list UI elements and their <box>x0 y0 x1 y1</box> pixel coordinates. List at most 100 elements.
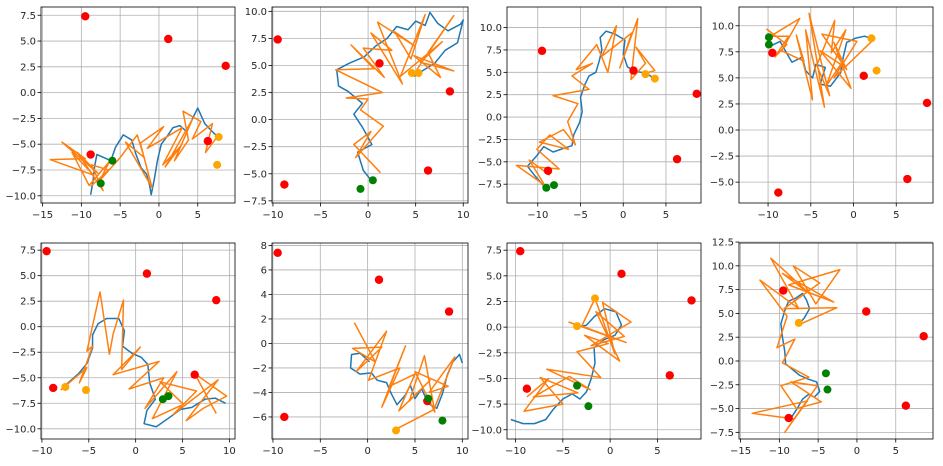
x-tick-label: −15 <box>730 446 751 457</box>
landmark-point <box>280 180 289 189</box>
axes-frame <box>506 6 702 204</box>
landmark-point <box>273 35 282 44</box>
y-tick-label: −2 <box>252 363 267 374</box>
landmark-point <box>86 150 95 159</box>
subplot-2: −10 −5 0 5 10 −7.5 −5.0 −2.5 0.0 2.5 5.0 7.5 10.0 <box>243 6 470 221</box>
x-tick-label: 0 <box>156 210 162 221</box>
y-tick-label: −2.5 <box>12 114 36 125</box>
x-tick-label: 5 <box>412 446 418 457</box>
landmark-point <box>779 286 788 295</box>
y-tick-label: −7.5 <box>710 428 734 439</box>
noisy-path-line <box>523 297 632 413</box>
x-tick-label: −10 <box>758 210 779 221</box>
landmark-point <box>617 269 626 278</box>
axes-frame <box>738 242 934 440</box>
landmark-point <box>221 61 230 70</box>
end-point <box>872 66 881 75</box>
landmark-point <box>543 166 553 175</box>
true-path-line <box>526 30 654 189</box>
landmark-point <box>190 370 199 379</box>
end-point <box>650 74 659 83</box>
true-path-line <box>335 11 464 183</box>
landmark-point <box>374 275 384 284</box>
end-point <box>591 294 600 303</box>
y-tick-label: −4 <box>252 388 267 399</box>
x-tick-label: −10 <box>262 446 283 457</box>
y-tick-label: −10.0 <box>471 425 502 436</box>
x-tick-label: −5 <box>313 210 328 221</box>
landmark-point <box>212 295 221 305</box>
x-tick-label: −5 <box>573 210 588 221</box>
landmark-point <box>859 71 868 81</box>
y-tick-label: −10.0 <box>5 191 36 202</box>
x-tick-label: 10 <box>456 446 469 457</box>
start-point <box>438 416 447 425</box>
subplot-1: −15 −10 −5 0 5 −10.0 −7.5 −5.0 −2.5 0.0 2.5 5.0 7.5 <box>5 6 236 221</box>
x-tick-label: −10 <box>769 446 790 457</box>
landmark-point <box>672 154 682 164</box>
landmark-point <box>768 48 777 58</box>
x-tick-label: −5 <box>113 210 128 221</box>
x-tick-label: −10 <box>505 446 526 457</box>
y-tick-label: 2.5 <box>718 333 734 344</box>
y-tick-label: 2.5 <box>251 88 267 99</box>
x-tick-label: 5 <box>663 210 669 221</box>
y-tick-label: −5.0 <box>710 404 734 415</box>
y-tick-label: 5.0 <box>486 68 502 79</box>
end-point <box>214 132 223 141</box>
start-point <box>821 369 830 378</box>
y-tick-label: −7.5 <box>12 399 36 410</box>
plot-area <box>42 246 228 428</box>
landmark-point <box>444 307 454 316</box>
x-tick-label: 5 <box>893 210 899 221</box>
y-tick-label: 5.0 <box>251 61 267 72</box>
y-tick-label: 7.5 <box>718 285 734 296</box>
y-tick-label: 5.0 <box>20 37 36 48</box>
subplot-4: −10 −5 0 5 −5.0 −2.5 0.0 2.5 5.0 7.5 10.0 <box>710 6 934 221</box>
y-tick-label: 0 <box>261 339 267 350</box>
noisy-path-line <box>351 322 456 430</box>
y-tick-label: −6 <box>252 412 267 423</box>
landmark-point <box>516 247 525 256</box>
y-tick-label: 0.0 <box>486 113 502 124</box>
x-tick-label: 10 <box>457 210 470 221</box>
x-tick-label: 0 <box>854 446 860 457</box>
landmark-point <box>687 296 696 305</box>
x-tick-label: −5 <box>81 446 96 457</box>
y-tick-label: −2.5 <box>243 142 267 153</box>
landmark-point <box>774 188 783 197</box>
y-tick-label: −2.5 <box>478 348 502 359</box>
noisy-path-line <box>751 257 841 434</box>
y-tick-label: 5.0 <box>718 309 734 320</box>
y-tick-label: 2 <box>261 314 267 325</box>
landmark-point <box>81 12 90 21</box>
noisy-path-line <box>60 291 228 422</box>
end-point <box>407 69 416 78</box>
noisy-path-line <box>765 12 876 108</box>
start-point <box>584 402 593 411</box>
start-point <box>108 156 117 165</box>
start-point <box>764 40 773 49</box>
landmark-point <box>901 401 911 410</box>
plot-area <box>510 247 696 425</box>
start-point <box>356 184 365 193</box>
noisy-path-line <box>49 110 218 192</box>
true-path-line <box>62 317 226 428</box>
y-tick-label: 2.5 <box>486 297 502 308</box>
landmark-point <box>784 413 793 423</box>
y-tick-label: 8 <box>261 241 267 252</box>
landmark-point <box>142 269 152 278</box>
subplot-3: −10 −5 0 5 −7.5 −5.0 −2.5 0.0 2.5 5.0 7.5 10.0 <box>478 6 702 221</box>
y-tick-label: 10.0 <box>712 261 734 272</box>
x-tick-label: 0 <box>850 210 856 221</box>
x-tick-label: −5 <box>313 446 328 457</box>
plot-area <box>273 11 464 193</box>
subplot-7: −10 −5 0 5 −10.0 −7.5 −5.0 −2.5 0.0 2.5 5.0 7.5 <box>471 242 702 457</box>
x-tick-label: 0 <box>620 210 626 221</box>
subplot-6: −10 −5 0 5 10 −6 −4 −2 0 2 4 6 8 <box>252 241 468 457</box>
y-tick-label: −5.0 <box>478 374 502 385</box>
y-tick-label: 7.5 <box>20 246 36 257</box>
axes-frame <box>40 242 236 440</box>
landmark-point <box>48 383 58 393</box>
landmark-point <box>375 59 384 68</box>
